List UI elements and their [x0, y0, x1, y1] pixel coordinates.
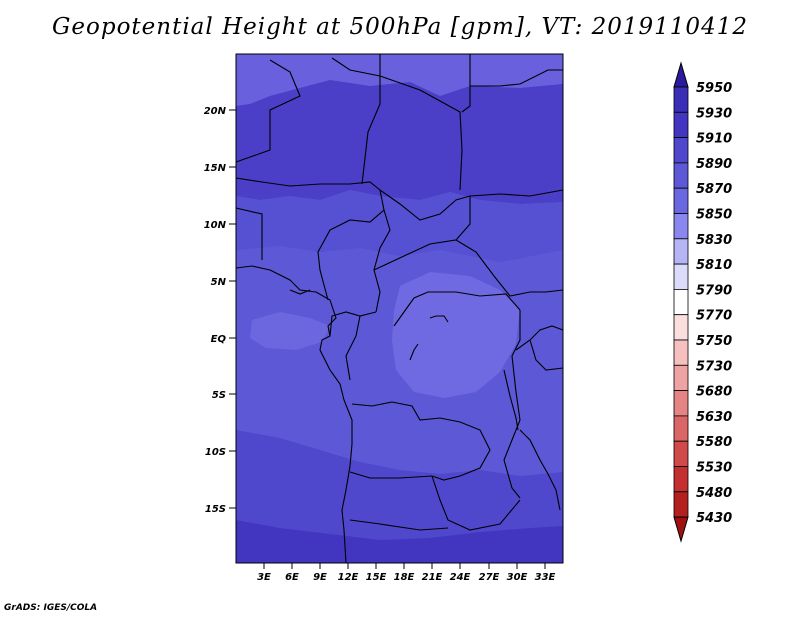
lat-tick-label-10n: 10N	[204, 220, 227, 231]
field-band-north-light	[236, 54, 563, 106]
colorbar-level-label: 5950	[696, 81, 732, 96]
colorbar-level-label: 5930	[696, 106, 732, 121]
colorbar-swatch	[673, 187, 689, 214]
colorbar-swatch	[673, 466, 689, 493]
colorbar-level-label: 5430	[696, 511, 732, 526]
field-band-5850-center	[392, 272, 520, 398]
colorbar-swatch	[673, 111, 689, 139]
colorbar-swatch	[673, 390, 689, 417]
colorbar-level-label: 5850	[696, 208, 732, 223]
colorbar-level-label: 5890	[696, 157, 732, 172]
colorbar-swatch	[673, 137, 689, 164]
lon-axis: 3E 6E 9E 12E 15E 18E 21E 24E 27E 30E 33E	[257, 563, 556, 583]
colorbar-level-label: 5480	[696, 486, 732, 501]
colorbar: 5950 5930 5910 5890 5870 5850 5830 5810 5790 5770…	[673, 61, 732, 543]
lon-tick-label-18e: 18E	[394, 572, 415, 583]
grads-credit: GrADS: IGES/COLA	[4, 603, 98, 613]
lat-tick-label-15s: 15S	[205, 504, 226, 515]
colorbar-swatch	[673, 213, 689, 240]
colorbar-level-label: 5730	[696, 359, 732, 374]
colorbar-level-label: 5680	[696, 385, 732, 400]
lat-tick-label-5n: 5N	[211, 277, 227, 288]
country-borders	[235, 54, 564, 564]
map-frame	[235, 53, 564, 564]
lat-tick-label-10s: 10S	[205, 447, 226, 458]
lat-axis: 20N 15N 10N 5N EQ 5S 10S 15S	[204, 106, 236, 515]
colorbar-level-label: 5790	[696, 283, 732, 298]
map-plot: 20N 15N 10N 5N EQ 5S 10S 15S 3E 6E 9E 12…	[204, 53, 564, 583]
colorbar-level-label: 5750	[696, 334, 732, 349]
colorbar-swatch	[673, 440, 689, 467]
lon-tick-label-3e: 3E	[257, 572, 271, 583]
lon-tick-label-33e: 33E	[535, 572, 556, 583]
colorbar-level-label: 5580	[696, 435, 732, 450]
colorbar-swatch	[673, 288, 689, 316]
lon-tick-label-21e: 21E	[422, 572, 443, 583]
lon-tick-label-15e: 15E	[366, 572, 387, 583]
lat-tick-label-eq: EQ	[211, 334, 227, 345]
colorbar-swatch	[673, 364, 689, 391]
chart-title: Geopotential Height at 500hPa [gpm], VT:…	[52, 14, 748, 40]
lon-tick-label-27e: 27E	[479, 572, 500, 583]
colorbar-level-label: 5910	[696, 132, 732, 147]
colorbar-level-label: 5830	[696, 233, 732, 248]
colorbar-swatch	[673, 162, 689, 189]
lon-tick-label-12e: 12E	[338, 572, 359, 583]
colorbar-bottom-arrow	[673, 516, 689, 543]
colorbar-top-arrow	[673, 61, 689, 88]
lon-tick-label-30e: 30E	[507, 572, 528, 583]
colorbar-swatch	[673, 491, 689, 518]
field-band-5850-west	[250, 312, 330, 350]
lon-tick-label-24e: 24E	[450, 572, 471, 583]
colorbar-level-label: 5530	[696, 461, 732, 476]
colorbar-swatch	[673, 86, 689, 113]
field-band-5890-mid	[236, 190, 563, 262]
colorbar-level-label: 5810	[696, 258, 732, 273]
colorbar-swatch	[673, 263, 689, 290]
colorbar-swatch	[673, 339, 689, 366]
colorbar-swatch	[673, 415, 689, 442]
lon-tick-label-9e: 9E	[313, 572, 327, 583]
colorbar-swatch	[673, 238, 689, 265]
lat-tick-label-20n: 20N	[204, 106, 227, 117]
field-band-5910-south	[236, 520, 563, 563]
colorbar-swatch	[673, 314, 689, 341]
colorbar-level-label: 5630	[696, 410, 732, 425]
colorbar-level-label: 5770	[696, 309, 732, 324]
field-band-5890-south	[236, 430, 563, 563]
field-band-5910-north	[236, 54, 563, 204]
lon-tick-label-6e: 6E	[285, 572, 299, 583]
lat-tick-label-15n: 15N	[204, 163, 227, 174]
colorbar-level-label: 5870	[696, 182, 732, 197]
lat-tick-label-5s: 5S	[212, 390, 226, 401]
